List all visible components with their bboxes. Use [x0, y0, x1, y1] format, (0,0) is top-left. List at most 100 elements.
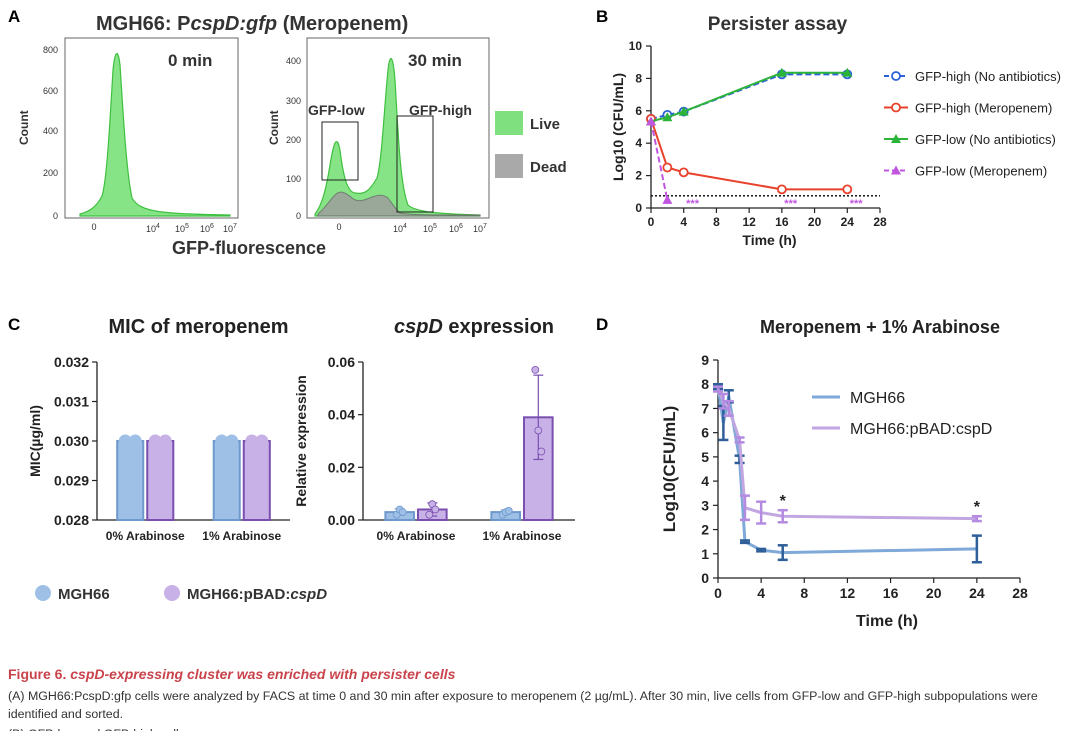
data-point: [842, 67, 853, 77]
x-tick-label: 16: [883, 585, 899, 601]
y-tick-label: 10: [629, 39, 643, 53]
data-point: [678, 106, 689, 116]
data-point: [158, 434, 172, 448]
data-point: [646, 116, 656, 126]
y-tick-label: 2: [635, 169, 642, 183]
data-point: [678, 167, 689, 178]
y-tick-label: 8: [635, 71, 642, 85]
gate-high-label: GFP-high: [409, 102, 472, 118]
plot1-xtick: 107: [223, 223, 237, 234]
data-point: [842, 184, 853, 195]
data-point: [225, 434, 239, 448]
y-tick-label: 4: [635, 136, 642, 150]
panel-c-legend: MGH66 MGH66:pBAD:cspD: [35, 585, 327, 603]
data-point: [504, 506, 513, 515]
chart-title: Meropenem + 1% Arabinose: [760, 317, 1000, 337]
x-tick-label: 20: [926, 585, 942, 601]
data-point: [128, 434, 142, 448]
y-tick-label: 0.028: [54, 512, 89, 528]
bar: [212, 440, 241, 521]
plot2-ytick: 200: [286, 135, 301, 145]
y-axis-label: Relative expression: [293, 375, 309, 507]
data-point: [215, 434, 229, 448]
legend-label: MGH66:pBAD:cspD: [850, 421, 992, 438]
y-tick-label: 0.031: [54, 394, 89, 410]
data-point: [534, 426, 543, 435]
histogram-30min-dead: [317, 191, 481, 217]
panel-letter-c: C: [8, 315, 20, 334]
data-point: [245, 434, 259, 448]
significance-mark: ***: [850, 198, 864, 210]
plot1-ytick: 600: [43, 86, 58, 96]
y-tick-label: 1: [701, 546, 709, 562]
panel-letter-a: A: [8, 7, 20, 26]
series-line: [716, 388, 977, 521]
data-point: [118, 434, 132, 448]
x-tick-label: 0: [648, 215, 655, 229]
significance-mark: *: [780, 493, 787, 510]
y-tick-label: 0: [701, 570, 709, 586]
y-tick-label: 0.032: [54, 354, 89, 370]
x-tick-label: 0: [714, 585, 722, 601]
y-tick-label: 6: [701, 425, 709, 441]
plot2-xtick: 0: [336, 222, 341, 232]
y-tick-label: 0.02: [328, 459, 355, 475]
x-tick-label: 12: [840, 585, 856, 601]
legend-dead-label: Dead: [530, 159, 567, 176]
histogram-0min-live: [79, 53, 231, 217]
figure-canvas: A B C D MGH66: PcspD:gfp (Meropenem) 0 m…: [8, 7, 1061, 630]
plot1-label: 0 min: [168, 51, 212, 70]
plot2-xtick: 107: [473, 223, 487, 234]
legend-dead-swatch: [495, 154, 523, 178]
x-tick-label: 28: [873, 215, 887, 229]
legend-label: GFP-low (Meropenem): [915, 164, 1047, 179]
y-axis-label: Log10 (CFU/mL): [610, 73, 626, 181]
panel-letter-d: D: [596, 315, 608, 334]
legend-pbad-label: MGH66:pBAD:cspD: [187, 586, 327, 603]
plot2-ytick: 400: [286, 56, 301, 66]
y-tick-label: 9: [701, 352, 709, 368]
bar: [116, 440, 145, 521]
y-tick-label: 0.029: [54, 473, 89, 489]
x-axis-label: Time (h): [742, 232, 796, 248]
data-point: [148, 434, 162, 448]
y-tick-label: 0.04: [328, 407, 355, 423]
legend-label: MGH66: [850, 390, 905, 407]
panel-letter-b: B: [596, 7, 608, 26]
plot1-ylabel: Count: [17, 110, 31, 145]
category-label: 1% Arabinose: [483, 529, 562, 543]
data-point: [255, 434, 269, 448]
plot1-ytick: 400: [43, 126, 58, 136]
legend-live-label: Live: [530, 116, 560, 133]
panel-a-title: MGH66: PcspD:gfp (Meropenem): [96, 13, 408, 35]
gate-gfp-low: [321, 121, 359, 181]
y-tick-label: 7: [701, 400, 709, 416]
significance-mark: *: [974, 499, 981, 516]
legend-mgh66-dot: [35, 585, 51, 601]
plot1-xtick: 105: [175, 223, 189, 234]
x-axis-label: Time (h): [856, 613, 918, 630]
plot2-ylabel: Count: [267, 110, 281, 145]
figure-caption-title: Figure 6. cspD-expressing cluster was en…: [8, 666, 456, 682]
y-tick-label: 0: [635, 201, 642, 215]
x-tick-label: 24: [969, 585, 985, 601]
category-label: 0% Arabinose: [377, 529, 456, 543]
panel-c-mic: MIC of meropenem 0.028 0.029 0.030 0.031 0.03…: [27, 316, 290, 543]
x-tick-label: 24: [841, 215, 855, 229]
plot1-xtick: 106: [200, 223, 214, 234]
y-tick-label: 3: [701, 497, 709, 513]
legend-mgh66-label: MGH66: [58, 586, 110, 603]
plot2-xtick: 104: [393, 223, 407, 234]
plot2-label: 30 min: [408, 51, 462, 70]
plot1-yticks: 0 200 400 600 800: [43, 45, 58, 221]
legend-label: GFP-high (Meropenem): [915, 101, 1052, 116]
x-tick-label: 4: [680, 215, 687, 229]
series-line: [650, 121, 669, 201]
category-label: 0% Arabinose: [106, 529, 185, 543]
y-axis-label: Log10(CFU/mL): [660, 406, 679, 533]
data-point: [662, 194, 673, 204]
plot1-ytick: 800: [43, 45, 58, 55]
y-axis-label: MIC(µg/ml): [27, 405, 43, 477]
histogram-30min-frame: [306, 37, 490, 219]
x-tick-label: 8: [800, 585, 808, 601]
